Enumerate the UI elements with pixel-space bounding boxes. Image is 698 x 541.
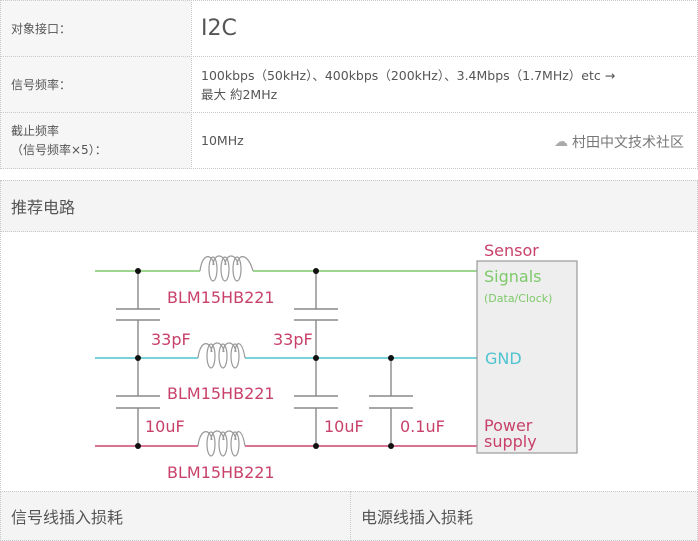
row-frequency-label: 信号频率： <box>0 56 192 113</box>
inductor-label-signal: BLM15HB221 <box>167 288 275 307</box>
circuit-heading: 推荐电路 <box>0 180 698 232</box>
heading-text: 推荐电路 <box>11 198 76 217</box>
cap-label-10uf-left: 10uF <box>145 417 185 436</box>
capacitors <box>116 271 413 446</box>
sensor-title: Sensor <box>484 241 539 260</box>
cap-10uf-left <box>116 358 160 446</box>
value-text: 100kbps（50kHz）、400kbps（200kHz）、3.4Mbps（1… <box>201 67 616 83</box>
inductor-gnd <box>197 342 246 369</box>
value-text: 10MHz <box>201 133 244 148</box>
sensor-box <box>476 260 578 454</box>
cap-label-0.1uf: 0.1uF <box>400 417 445 436</box>
pin-signals: Signals <box>484 267 541 286</box>
watermark-text: 村田中文技术社区 <box>572 135 684 151</box>
label-text: 对象接口： <box>11 22 72 36</box>
label-text: 信号频率： <box>11 78 72 92</box>
cap-label-33pf-left: 33pF <box>151 330 191 349</box>
cap-label-33pf-right: 33pF <box>273 330 313 349</box>
cap-label-10uf-right: 10uF <box>324 417 364 436</box>
inductor-label-gnd: BLM15HB221 <box>167 384 275 403</box>
label-text: 截止频率 <box>11 123 60 138</box>
watermark: ☁ 村田中文技术社区 <box>554 132 684 152</box>
inductor-signal <box>199 255 254 282</box>
value-text: I2C <box>201 16 237 41</box>
signal-insertion-loss-header: 信号线插入损耗 <box>0 491 351 541</box>
inductor-label-power: BLM15HB221 <box>167 463 275 482</box>
cap-33pf-left <box>116 271 160 358</box>
cap-10uf-right <box>294 358 338 446</box>
row-cutoff-label: 截止频率 （信号频率×5）： <box>0 112 192 169</box>
pin-supply: supply <box>484 432 537 451</box>
row-cutoff-value: 10MHz <box>191 112 698 169</box>
pin-power: Power <box>484 416 533 435</box>
pin-signals-sub: (Data/Clock) <box>484 292 552 305</box>
wechat-icon: ☁ <box>554 134 568 150</box>
inductor-power <box>197 430 246 457</box>
junctions <box>135 268 394 449</box>
cap-0.1uf <box>369 358 413 446</box>
header-text: 信号线插入损耗 <box>11 508 124 527</box>
power-insertion-loss-header: 电源线插入损耗 <box>350 491 698 541</box>
pin-gnd: GND <box>485 349 522 368</box>
value-text-2: 最大 約2MHz <box>201 86 278 102</box>
cap-33pf-right <box>294 271 338 358</box>
header-text: 电源线插入损耗 <box>361 508 474 527</box>
row-interface-label: 对象接口： <box>0 0 192 57</box>
label-text-2: （信号频率×5）： <box>11 142 107 157</box>
